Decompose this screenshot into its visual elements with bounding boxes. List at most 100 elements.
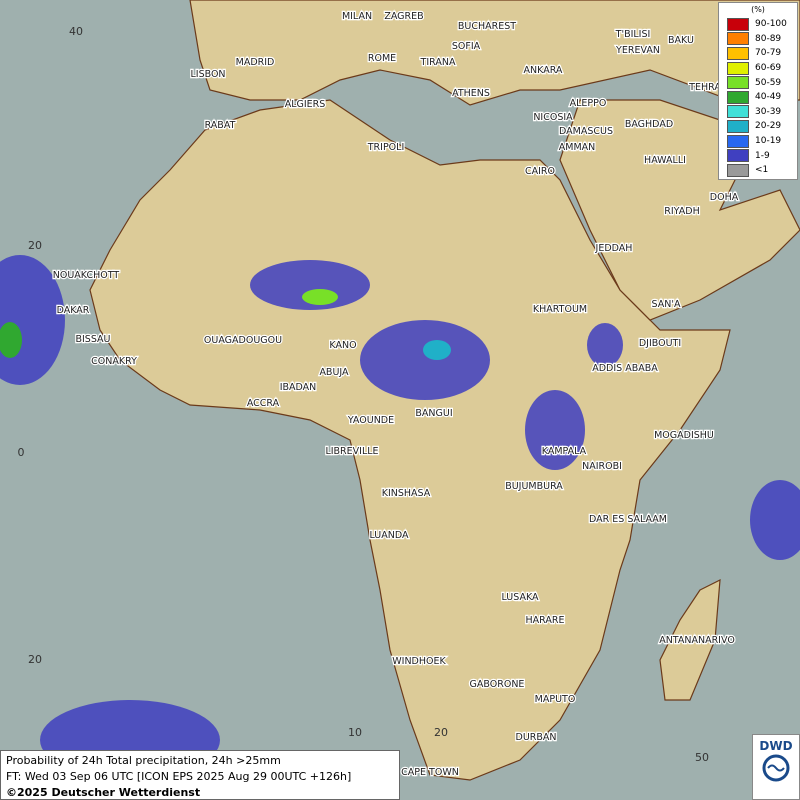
city-label: KINSHASA <box>382 488 431 499</box>
city-label: IBADAN <box>280 382 317 393</box>
grid-label: 20 <box>434 726 448 739</box>
footer-line: ©2025 Deutscher Wetterdienst <box>6 786 201 799</box>
legend-row: 90-100 <box>719 17 797 32</box>
rain-core <box>302 289 338 305</box>
city-label: ANKARA <box>524 65 563 76</box>
city-label: BAGHDAD <box>625 119 673 130</box>
city-label: ANTANANARIVO <box>659 635 735 646</box>
city-label: MILAN <box>342 11 372 22</box>
legend-swatch <box>727 134 749 148</box>
city-label: KANO <box>329 340 356 351</box>
legend-row: 40-49 <box>719 90 797 105</box>
city-label: CONAKRY <box>91 356 137 367</box>
city-label: KHARTOUM <box>533 304 587 315</box>
legend-swatch <box>727 76 749 90</box>
legend-row: <1 <box>719 163 797 178</box>
city-label: MAPUTO <box>535 694 576 705</box>
city-label: DAMASCUS <box>559 126 613 137</box>
land <box>89 0 800 781</box>
arabia <box>559 99 800 321</box>
city-label: DJIBOUTI <box>639 338 681 349</box>
madagascar <box>659 578 721 701</box>
city-label: BAKU <box>668 35 694 46</box>
legend-label: <1 <box>755 165 769 176</box>
rain-core <box>423 340 451 360</box>
city-label: SOFIA <box>452 41 481 52</box>
legend-row: 70-79 <box>719 46 797 61</box>
legend-row: 30-39 <box>719 105 797 120</box>
city-label: DAR ES SALAAM <box>589 514 667 525</box>
grid-label: 20 <box>28 653 42 666</box>
city-label: BUJUMBURA <box>505 481 563 492</box>
rain-area <box>250 260 370 310</box>
legend-label: 60-69 <box>755 63 782 74</box>
grid-label: 40 <box>69 25 83 38</box>
city-label: DURBAN <box>516 732 557 743</box>
city-label: SAN'A <box>652 299 681 310</box>
city-label: ZAGREB <box>384 11 423 22</box>
city-label: NOUAKCHOTT <box>53 270 120 281</box>
grid-label: 20 <box>28 239 42 252</box>
legend-label: 10-19 <box>755 136 782 147</box>
logo-icon <box>762 754 790 782</box>
legend-label: 70-79 <box>755 48 782 59</box>
city-label: ATHENS <box>452 88 490 99</box>
logo-text: DWD <box>759 739 793 753</box>
city-label: ALGIERS <box>285 99 326 110</box>
legend-row: 1-9 <box>719 148 797 163</box>
legend-swatch <box>727 17 749 31</box>
rain-area <box>360 320 490 400</box>
city-label: HAWALLI <box>644 155 686 166</box>
city-label: MADRID <box>236 57 275 68</box>
city-label: BANGUI <box>415 408 452 419</box>
city-label: ACCRA <box>247 398 280 409</box>
city-label: LISBON <box>190 69 225 80</box>
legend-title: (%) <box>751 5 765 14</box>
legend-label: 80-89 <box>755 33 782 44</box>
city-label: ALEPPO <box>570 98 607 109</box>
city-label: CAPE TOWN <box>401 767 459 778</box>
legend-swatch <box>727 90 749 104</box>
grid-label: 10 <box>348 726 362 739</box>
city-label: LIBREVILLE <box>325 446 378 457</box>
city-label: RABAT <box>205 120 236 131</box>
legend-swatch <box>727 149 749 163</box>
city-label: BUCHAREST <box>458 21 516 32</box>
city-label: KAMPALA <box>542 446 587 457</box>
footer-line: Probability of 24h Total precipitation, … <box>6 754 281 767</box>
city-label: TIRANA <box>420 57 456 68</box>
legend-swatch <box>727 61 749 75</box>
city-label: NAIROBI <box>582 461 622 472</box>
city-label: CAIRO <box>525 166 555 177</box>
legend-label: 30-39 <box>755 106 782 117</box>
legend: (%) 90-100 80-89 70-79 60-69 50-59 40-49 30-39 2… <box>718 2 798 180</box>
rain-area <box>525 390 585 470</box>
city-label: RIYADH <box>664 206 699 217</box>
legend-row: 60-69 <box>719 61 797 76</box>
city-label: DAKAR <box>57 305 90 316</box>
footer: Probability of 24h Total precipitation, … <box>0 750 400 800</box>
legend-label: 50-59 <box>755 77 782 88</box>
city-label: TEHRA <box>688 82 721 93</box>
legend-swatch <box>727 32 749 46</box>
city-label: OUAGADOUGOU <box>204 335 282 346</box>
grid-label: 0 <box>18 446 25 459</box>
city-label: WINDHOEK <box>392 656 446 667</box>
city-label: DOHA <box>710 192 739 203</box>
city-label: AMMAN <box>559 142 596 153</box>
city-label: BISSAU <box>75 334 110 345</box>
city-label: LUANDA <box>369 530 409 541</box>
footer-line: FT: Wed 03 Sep 06 UTC [ICON EPS 2025 Aug… <box>6 770 352 783</box>
legend-swatch <box>727 163 749 177</box>
legend-row: 10-19 <box>719 134 797 149</box>
city-label: NICOSIA <box>533 112 573 123</box>
legend-label: 20-29 <box>755 121 782 132</box>
legend-label: 90-100 <box>755 19 787 30</box>
legend-row: 80-89 <box>719 32 797 47</box>
logo: DWD <box>752 734 800 800</box>
legend-swatch <box>727 46 749 60</box>
legend-label: 1-9 <box>755 150 770 161</box>
rain-core <box>0 322 22 358</box>
city-label: ADDIS ABABA <box>592 363 658 374</box>
